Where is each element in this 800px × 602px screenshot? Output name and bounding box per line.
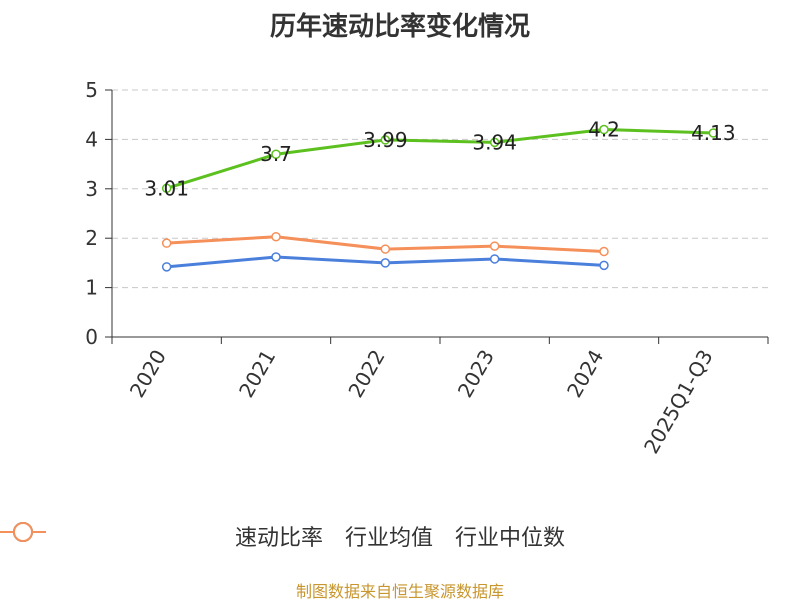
y-tick-label: 3 xyxy=(85,177,98,201)
data-point xyxy=(599,260,609,271)
legend-label-industry-mean: 行业均值 xyxy=(344,526,433,551)
data-point xyxy=(161,183,172,194)
data-point xyxy=(489,137,500,148)
data-label: 3.99 xyxy=(363,128,408,152)
data-point xyxy=(380,258,391,268)
data-point xyxy=(380,244,391,254)
series-line-0 xyxy=(166,128,714,190)
data-label: 3.7 xyxy=(260,142,292,166)
x-tick-label: 2025Q1-Q3 xyxy=(639,346,718,458)
legend-item-industry-median[interactable]: 行业中位数 xyxy=(0,520,566,552)
y-tick-label: 5 xyxy=(85,78,98,102)
data-point xyxy=(271,252,281,262)
x-tick-label: 2022 xyxy=(343,346,389,402)
data-source-footer: 制图数据来自恒生聚源数据库 xyxy=(295,582,504,601)
x-tick-label: 2024 xyxy=(562,346,608,402)
data-label: 3.01 xyxy=(144,176,189,200)
data-label: 4.2 xyxy=(588,118,620,142)
x-tick-label: 2020 xyxy=(125,346,171,402)
legend-item-quick-ratio[interactable]: 速动比率 xyxy=(0,520,323,552)
legend: 速动比率 行业均值 行业中位数 xyxy=(0,520,800,552)
data-point xyxy=(489,254,500,264)
y-tick-label: 0 xyxy=(85,325,98,349)
data-point xyxy=(489,241,500,251)
data-point xyxy=(599,246,609,257)
y-tick-label: 2 xyxy=(85,226,98,250)
data-label: 3.94 xyxy=(472,130,517,154)
x-tick-label: 2021 xyxy=(234,346,280,402)
y-tick-label: 4 xyxy=(85,127,98,151)
data-point xyxy=(161,238,172,248)
chart-title: 历年速动比率变化情况 xyxy=(269,12,530,42)
legend-label-industry-median: 行业中位数 xyxy=(455,526,566,551)
data-label: 4.13 xyxy=(691,121,736,145)
legend-item-industry-mean[interactable]: 行业均值 xyxy=(0,520,433,552)
data-point xyxy=(380,135,391,145)
data-point xyxy=(708,128,719,138)
data-point xyxy=(271,149,281,159)
line-chart: 0 1 2 3 4 5 2020 2021 2022 2023 2024 2025Q1-Q3 3.01 3… xyxy=(85,78,769,458)
y-tick-label: 1 xyxy=(85,276,98,300)
data-point xyxy=(599,124,609,135)
data-point xyxy=(271,231,281,242)
x-tick-label: 2023 xyxy=(453,345,499,401)
legend-marker-industry-median xyxy=(0,522,46,542)
data-point xyxy=(161,262,172,272)
legend-label-quick-ratio: 速动比率 xyxy=(234,526,323,551)
